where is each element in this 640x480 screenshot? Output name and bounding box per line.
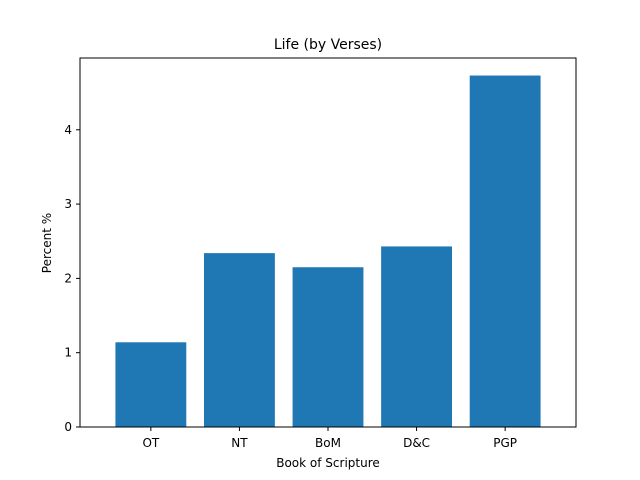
chart-title: Life (by Verses)	[274, 37, 382, 53]
axes-group: OT NT BoM D&C PGP 0 1 2 3 4	[64, 57, 577, 450]
x-tick-label: BoM	[315, 436, 341, 450]
x-tick-label: OT	[142, 436, 159, 450]
bar-ot	[115, 342, 187, 427]
x-tick-label: NT	[231, 436, 248, 450]
y-tick-label: 2	[64, 271, 72, 285]
bar-nt	[204, 253, 275, 427]
y-tick-label: 0	[64, 420, 72, 434]
bar-bom	[292, 267, 364, 427]
y-axis-label: Percent %	[40, 213, 54, 273]
x-tick-label: PGP	[493, 436, 517, 450]
bars-group	[115, 75, 541, 427]
bar-pgp	[469, 75, 541, 427]
y-tick-label: 4	[64, 123, 72, 137]
bar-d-c	[381, 246, 452, 427]
x-tick-label: D&C	[403, 436, 430, 450]
x-axis-label: Book of Scripture	[276, 456, 380, 470]
y-tick-label: 1	[64, 346, 72, 360]
y-tick-label: 3	[64, 197, 72, 211]
